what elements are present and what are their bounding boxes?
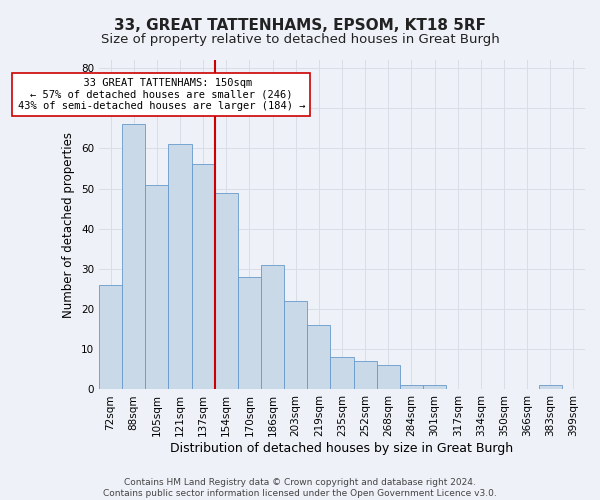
Bar: [215, 192, 238, 390]
Bar: [539, 386, 562, 390]
Bar: [377, 366, 400, 390]
Bar: [99, 285, 122, 390]
Bar: [145, 184, 169, 390]
Bar: [238, 277, 261, 390]
Bar: [331, 358, 353, 390]
Bar: [284, 301, 307, 390]
Text: Size of property relative to detached houses in Great Burgh: Size of property relative to detached ho…: [101, 32, 499, 46]
Bar: [169, 144, 191, 390]
Bar: [400, 386, 423, 390]
Bar: [191, 164, 215, 390]
X-axis label: Distribution of detached houses by size in Great Burgh: Distribution of detached houses by size …: [170, 442, 514, 455]
Bar: [307, 325, 331, 390]
Y-axis label: Number of detached properties: Number of detached properties: [62, 132, 76, 318]
Bar: [353, 362, 377, 390]
Bar: [261, 265, 284, 390]
Bar: [122, 124, 145, 390]
Text: 33 GREAT TATTENHAMS: 150sqm
← 57% of detached houses are smaller (246)
43% of se: 33 GREAT TATTENHAMS: 150sqm ← 57% of det…: [18, 78, 305, 112]
Bar: [423, 386, 446, 390]
Text: 33, GREAT TATTENHAMS, EPSOM, KT18 5RF: 33, GREAT TATTENHAMS, EPSOM, KT18 5RF: [114, 18, 486, 32]
Text: Contains HM Land Registry data © Crown copyright and database right 2024.
Contai: Contains HM Land Registry data © Crown c…: [103, 478, 497, 498]
